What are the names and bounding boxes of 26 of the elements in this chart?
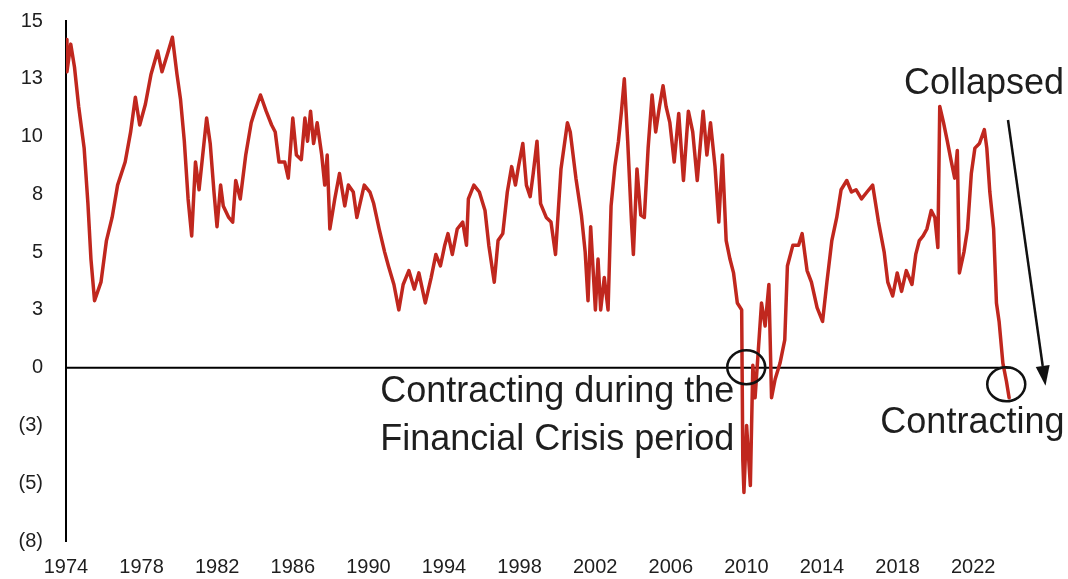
y-tick-label: 3 [31, 297, 43, 320]
x-tick-label: 1994 [421, 554, 467, 577]
y-tick-label: 13 [20, 66, 43, 89]
y-tick-label: 8 [31, 181, 43, 204]
x-tick-label: 1982 [194, 554, 240, 577]
y-tick-label: (3) [18, 412, 43, 435]
x-tick-label: 2018 [875, 554, 920, 577]
x-tick-label: 2014 [799, 554, 845, 577]
y-tick-label: 0 [31, 355, 43, 378]
annotation: Collapsed [903, 60, 1064, 104]
x-tick-label: 2002 [572, 554, 618, 577]
y-tick-label: 5 [31, 239, 43, 262]
x-tick-label: 1990 [346, 554, 391, 577]
x-tick-label: 1986 [270, 554, 316, 577]
y-tick-label: 10 [20, 124, 43, 147]
y-tick-label: 15 [20, 8, 43, 31]
y-tick-label: (5) [18, 470, 43, 493]
x-tick-label: 2006 [648, 554, 694, 577]
x-tick-label: 2010 [724, 554, 769, 577]
x-tick-label: 1978 [119, 554, 164, 577]
x-tick-label: 1998 [497, 554, 542, 577]
annotation: Contracting during the Financial Crisis period [379, 367, 735, 460]
annotation: Contracting [879, 398, 1065, 443]
y-tick-label: (8) [18, 528, 43, 551]
x-tick-label: 1974 [43, 554, 89, 577]
x-tick-label: 2022 [950, 554, 996, 577]
